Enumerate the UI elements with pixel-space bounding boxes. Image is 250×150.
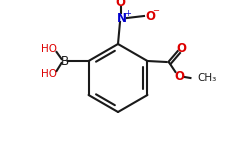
Text: HO: HO	[40, 44, 56, 54]
Text: +: +	[124, 9, 131, 18]
Text: −: −	[152, 6, 160, 15]
Text: O: O	[176, 42, 186, 56]
Text: O: O	[115, 0, 125, 9]
Text: O: O	[174, 70, 184, 84]
Text: CH₃: CH₃	[198, 73, 217, 83]
Text: N: N	[117, 12, 127, 24]
Text: B: B	[60, 54, 68, 68]
Text: HO: HO	[40, 69, 56, 79]
Text: O: O	[145, 9, 155, 22]
